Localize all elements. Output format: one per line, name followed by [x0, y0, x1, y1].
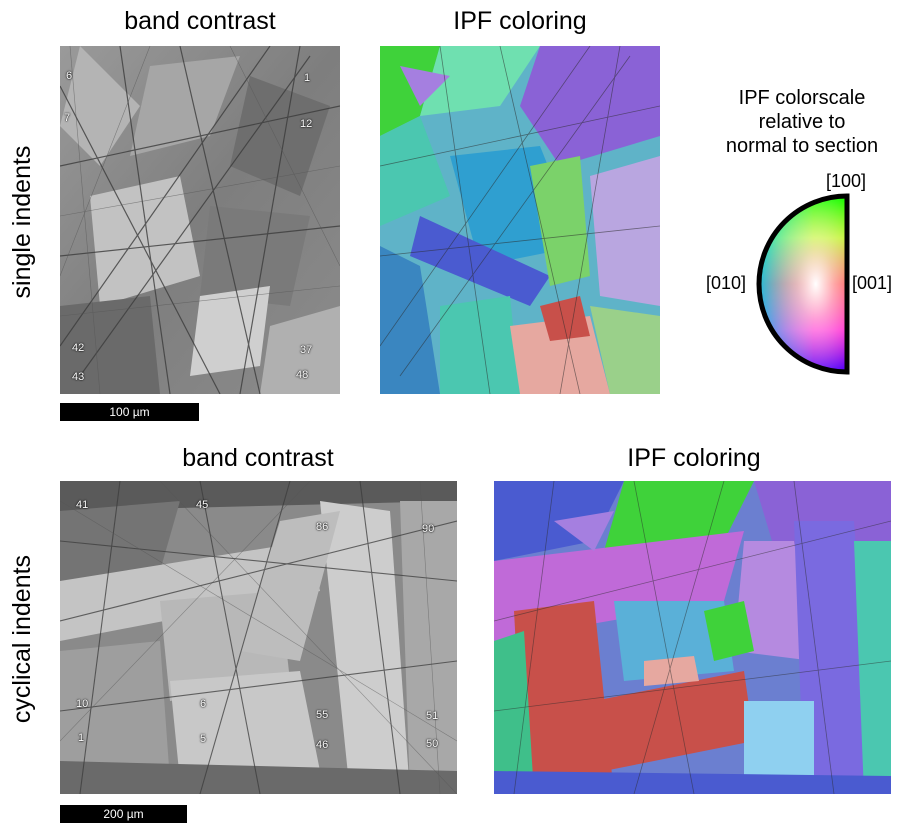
- indent-label: 42: [72, 342, 85, 354]
- row-label-single-indents: single indents: [8, 145, 36, 299]
- indent-label: 51: [426, 710, 439, 722]
- band-contrast-map-top: 6 1 7 12 42 37 43 48: [60, 46, 340, 394]
- ipf-coloring-title-bottom: IPF coloring: [627, 444, 761, 472]
- indent-label: 6: [66, 70, 73, 82]
- indent-label: 1: [78, 732, 85, 744]
- indent-label: 50: [426, 738, 439, 750]
- indent-label: 45: [196, 499, 209, 511]
- indent-label: 90: [422, 523, 435, 535]
- indent-label: 10: [76, 698, 89, 710]
- colorscale-title-line-2: relative to: [758, 111, 846, 133]
- indent-label: 5: [200, 733, 207, 745]
- scale-bar-200um: 200 µm: [60, 805, 187, 823]
- colorscale-dir-010: [010]: [706, 273, 747, 293]
- indent-label: 86: [316, 521, 329, 533]
- indent-label: 1: [304, 72, 311, 84]
- indent-label: 7: [64, 112, 71, 124]
- ipf-coloring-map-bottom: [494, 481, 891, 794]
- scale-bar-100um: 100 µm: [60, 403, 199, 421]
- band-contrast-title-bottom: band contrast: [182, 444, 334, 472]
- band-contrast-map-bottom: 41 45 86 90 10 6 55 51 1 5 46 50: [60, 481, 457, 794]
- indent-label: 55: [316, 709, 329, 721]
- ipf-coloring-title-top: IPF coloring: [453, 7, 587, 35]
- indent-label: 12: [300, 118, 313, 130]
- colorscale-dir-100: [100]: [826, 171, 867, 191]
- colorscale-title-line-1: IPF colorscale: [738, 87, 866, 109]
- row-label-cyclical-indents: cyclical indents: [8, 554, 36, 724]
- indent-label: 37: [300, 344, 313, 356]
- colorscale-title-line-3: normal to section: [725, 135, 879, 157]
- ipf-colorscale-key: [755, 192, 853, 376]
- colorscale-dir-001: [001]: [852, 273, 893, 293]
- indent-label: 41: [76, 499, 89, 511]
- ipf-coloring-map-top: [380, 46, 660, 394]
- indent-label: 46: [316, 739, 329, 751]
- indent-label: 6: [200, 698, 207, 710]
- indent-label: 43: [72, 371, 85, 383]
- indent-label: 48: [296, 369, 309, 381]
- band-contrast-title-top: band contrast: [124, 7, 276, 35]
